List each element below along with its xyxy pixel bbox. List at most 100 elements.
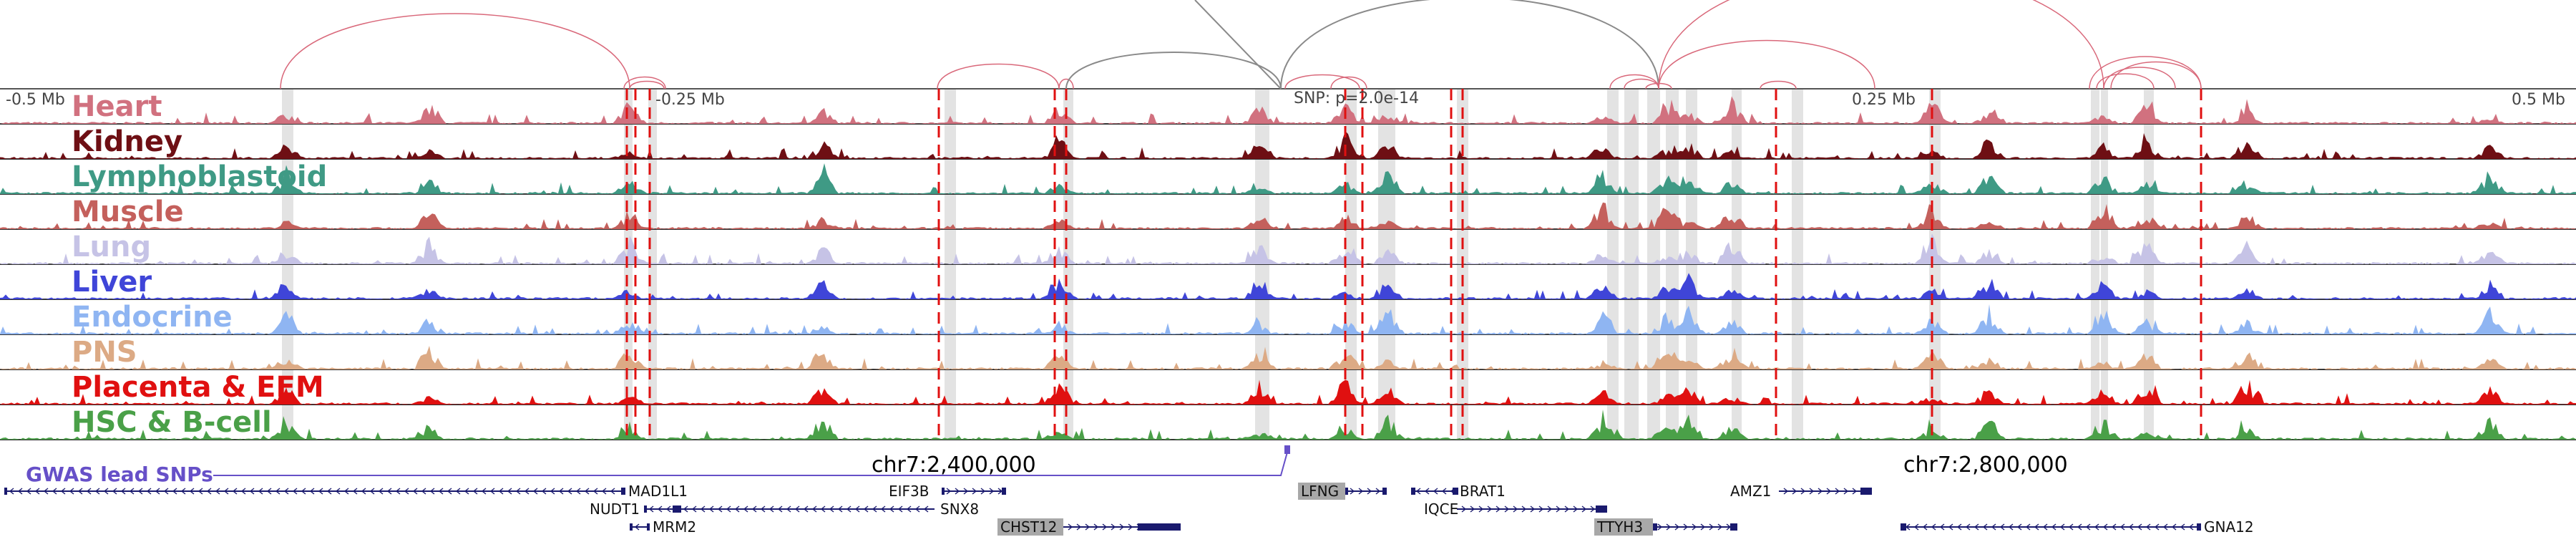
gna12-strand-arrow [2051,523,2057,531]
ttyh3-exon [1730,523,1737,531]
track-labels: Heart Kidney Lymphoblastoid Muscle Lung … [72,90,327,439]
nudt1-snx8-strand-arrow [700,505,706,513]
nudt1-snx8-strand-arrow [734,505,740,513]
amz1-strand-arrow [1826,488,1832,495]
gwas-snp-marker [1284,445,1290,454]
nudt1-snx8-strand-arrow [657,505,663,513]
gene-label-iqce: IQCE [1424,500,1458,518]
nudt1-snx8-strand-arrow [665,505,671,513]
chst12-strand-arrow [1111,523,1116,531]
loop-arc [1609,74,1659,90]
gna12-strand-arrow [1991,523,1996,531]
mad1l1-strand-arrow [9,488,14,495]
signal-track-2 [0,163,2576,194]
gna12-strand-arrow [1965,523,1971,531]
gna12-strand-arrow [2162,523,2168,531]
mad1l1-strand-arrow [266,488,272,495]
mrm2-strand-arrow [634,523,640,531]
brat1-exon [1411,488,1415,495]
loop-arc [1065,52,1282,90]
iqce-strand-arrow [1564,505,1570,513]
gna12-strand-arrow [2188,523,2194,531]
nudt1-snx8-strand-arrow [829,505,834,513]
mad1l1-strand-arrow [180,488,186,495]
mad1l1-strand-arrow [610,488,615,495]
signal-track-0 [0,96,2576,124]
mad1l1-strand-arrow [17,488,23,495]
gna12-strand-arrow [2128,523,2134,531]
loop-arc [2096,73,2155,90]
mad1l1-strand-arrow [558,488,564,495]
iqce-strand-arrow [1487,505,1493,513]
iqce-strand-arrow [1504,505,1510,513]
nudt1-snx8-strand-arrow [811,505,817,513]
mad1l1-strand-arrow [129,488,135,495]
nudt1-snx8-strand-arrow [889,505,894,513]
amz1-strand-arrow [1809,488,1815,495]
mad1l1-strand-arrow [447,488,452,495]
loop-arc [1280,0,1659,90]
gna12-exon [2197,523,2201,531]
snp-pvalue-label: SNP: p=2.0e-14 [1294,90,1419,107]
nudt1-snx8-strand-arrow [794,505,800,513]
signal-track-8 [0,379,2576,405]
ttyh3-strand-arrow [1700,523,1706,531]
nudt1-snx8-exon [673,505,681,513]
nudt1-snx8-strand-arrow [897,505,903,513]
gna12-strand-arrow [1931,523,1936,531]
lfng-exon [1382,488,1387,495]
mad1l1-strand-arrow [215,488,220,495]
mad1l1-strand-arrow [155,488,160,495]
mad1l1-strand-arrow [94,488,100,495]
nudt1-snx8-strand-arrow [751,505,757,513]
mad1l1-strand-arrow [275,488,280,495]
ttyh3-strand-arrow [1666,523,1672,531]
gwas-label: GWAS lead SNPs [26,463,213,486]
mad1l1-strand-arrow [77,488,83,495]
nudt1-snx8-strand-arrow [906,505,912,513]
loop-arc [623,76,666,90]
gene-label-chst12: CHST12 [1000,518,1057,536]
nudt1-snx8-strand-arrow [854,505,860,513]
mad1l1-strand-arrow [343,488,349,495]
iqce-strand-arrow [1556,505,1561,513]
mad1l1-exon [4,488,7,495]
brat1-exon [1453,488,1458,495]
mad1l1-strand-arrow [575,488,581,495]
mad1l1-strand-arrow [163,488,169,495]
amz1-strand-arrow [1843,488,1849,495]
scale-ticks: -0.5 Mb -0.25 Mb SNP: p=2.0e-14 0.25 Mb … [6,90,2565,109]
signal-tracks [0,96,2576,440]
mad1l1-strand-arrow [103,488,109,495]
signal-track-3 [0,202,2576,229]
iqce-strand-arrow [1461,505,1467,513]
nudt1-snx8-strand-arrow [846,505,852,513]
gna12-strand-arrow [2034,523,2039,531]
loop-arc [937,63,1060,90]
track-label-muscle: Muscle [72,195,184,228]
brat1-strand-arrow [1441,488,1447,495]
eif3b-exon [1002,488,1006,495]
mad1l1-strand-arrow [197,488,203,495]
mad1l1-strand-arrow [550,488,555,495]
track-label-liver: Liver [72,266,152,299]
ttyh3-strand-arrow [1674,523,1680,531]
gna12-strand-arrow [1913,523,1919,531]
gna12-strand-arrow [2059,523,2065,531]
iqce-strand-arrow [1581,505,1587,513]
mad1l1-strand-arrow [301,488,306,495]
gna12-strand-arrow [2094,523,2099,531]
gwas-connector [213,449,1289,476]
mad1l1-strand-arrow [455,488,461,495]
tick-minus-0.5: -0.5 Mb [6,91,65,109]
mad1l1-strand-arrow [532,488,538,495]
mad1l1-strand-arrow [258,488,263,495]
gene-label-snx8: SNX8 [940,500,979,518]
gene-label-gna12: GNA12 [2204,518,2254,536]
mad1l1-strand-arrow [369,488,375,495]
iqce-strand-arrow [1470,505,1475,513]
ttyh3-strand-arrow [1692,523,1697,531]
chst12-strand-arrow [1119,523,1125,531]
amz1-exon [1860,488,1872,495]
eif3b-exon [942,488,945,495]
